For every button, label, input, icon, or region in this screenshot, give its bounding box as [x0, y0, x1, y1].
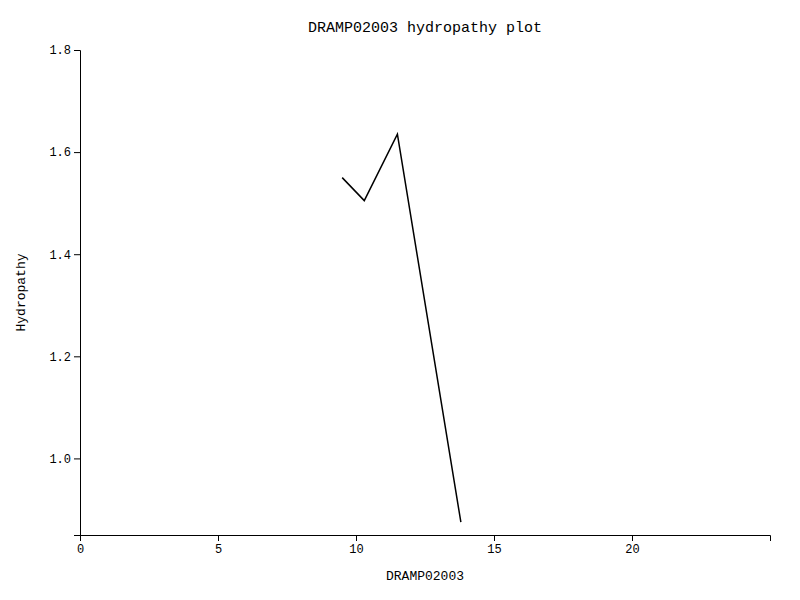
x-tick-label: 0: [77, 543, 84, 557]
y-tick-label: 1.6: [49, 146, 71, 160]
plot-area: 0 5 10 15 20 1.0 1.2 1.4 1.6 1.8: [49, 44, 770, 556]
y-tick-mark: [74, 356, 80, 357]
y-tick: 1.6: [49, 146, 80, 160]
x-tick-label: 15: [487, 543, 501, 557]
y-tick-mark: [74, 50, 80, 51]
y-axis: 1.0 1.2 1.4 1.6 1.8: [49, 44, 80, 535]
y-tick: 1.0: [49, 453, 80, 467]
y-tick-label: 1.0: [49, 453, 71, 467]
x-axis-line: [81, 536, 771, 542]
x-axis-title: DRAMP02003: [386, 569, 464, 584]
x-tick-mark: [632, 535, 633, 541]
data-line: [342, 134, 461, 522]
x-tick: 20: [625, 535, 639, 557]
y-tick-label: 1.8: [49, 44, 71, 58]
y-tick-label: 1.2: [49, 351, 71, 365]
x-tick-label: 10: [349, 543, 363, 557]
y-axis-line: [74, 51, 81, 536]
y-tick: 1.8: [49, 44, 80, 58]
x-tick-label: 20: [625, 543, 639, 557]
y-tick: 1.4: [49, 249, 80, 263]
y-tick-mark: [74, 458, 80, 459]
y-tick-label: 1.4: [49, 249, 71, 263]
y-tick-mark: [74, 152, 80, 153]
marks: [342, 134, 461, 522]
x-tick-label: 5: [215, 543, 222, 557]
x-tick-mark: [494, 535, 495, 541]
x-tick-mark: [356, 535, 357, 541]
y-axis-title: Hydropathy: [14, 253, 29, 331]
x-tick: 0: [77, 535, 84, 557]
x-tick: 10: [349, 535, 363, 557]
x-tick: 5: [215, 535, 222, 557]
chart-svg: 0 5 10 15 20 1.0 1.2 1.4 1.6 1.8 DRAMP02003 hydrop…: [0, 0, 800, 600]
chart-title: DRAMP02003 hydropathy plot: [308, 20, 542, 37]
y-tick-mark: [74, 254, 80, 255]
x-tick: 15: [487, 535, 501, 557]
y-tick: 1.2: [49, 351, 80, 365]
x-tick-mark: [218, 535, 219, 541]
x-axis: 0 5 10 15 20: [77, 535, 771, 557]
